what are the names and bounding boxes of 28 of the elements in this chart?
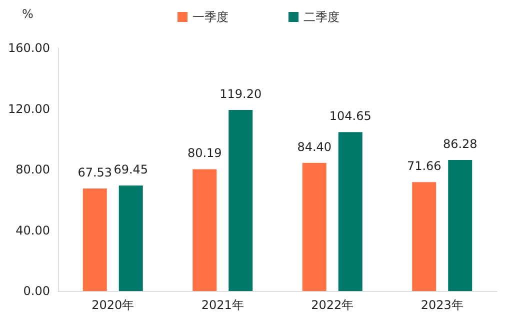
bar	[448, 160, 472, 291]
data-label: 69.45	[114, 162, 148, 177]
bar	[192, 169, 217, 291]
y-tick-label: 160.00	[8, 41, 50, 55]
x-tick-label: 2021年	[201, 298, 244, 312]
y-tick-label: 40.00	[16, 223, 50, 238]
data-label: 119.20	[220, 86, 262, 101]
data-label: 86.28	[442, 136, 478, 151]
y-tick-label: 0.00	[23, 284, 50, 298]
legend-label: 二季度	[304, 10, 340, 24]
data-label: 84.40	[297, 140, 332, 154]
data-label: 80.19	[187, 146, 222, 160]
data-label: 104.65	[329, 109, 372, 124]
bar	[118, 186, 143, 291]
legend-label: 一季度	[192, 10, 228, 24]
bar	[82, 188, 107, 291]
bar	[302, 162, 326, 291]
bar	[228, 110, 253, 291]
bar	[412, 182, 436, 291]
x-tick-label: 2023年	[420, 298, 464, 312]
x-tick-label: 2020年	[92, 298, 134, 312]
bar	[338, 132, 362, 291]
data-label: 71.66	[406, 159, 442, 174]
data-label: 67.53	[78, 165, 112, 180]
y-tick-label: 120.00	[8, 102, 50, 116]
x-tick-label: 2022年	[311, 298, 354, 312]
y-tick-label: 80.00	[16, 162, 50, 176]
y-axis-title: %	[22, 7, 34, 21]
